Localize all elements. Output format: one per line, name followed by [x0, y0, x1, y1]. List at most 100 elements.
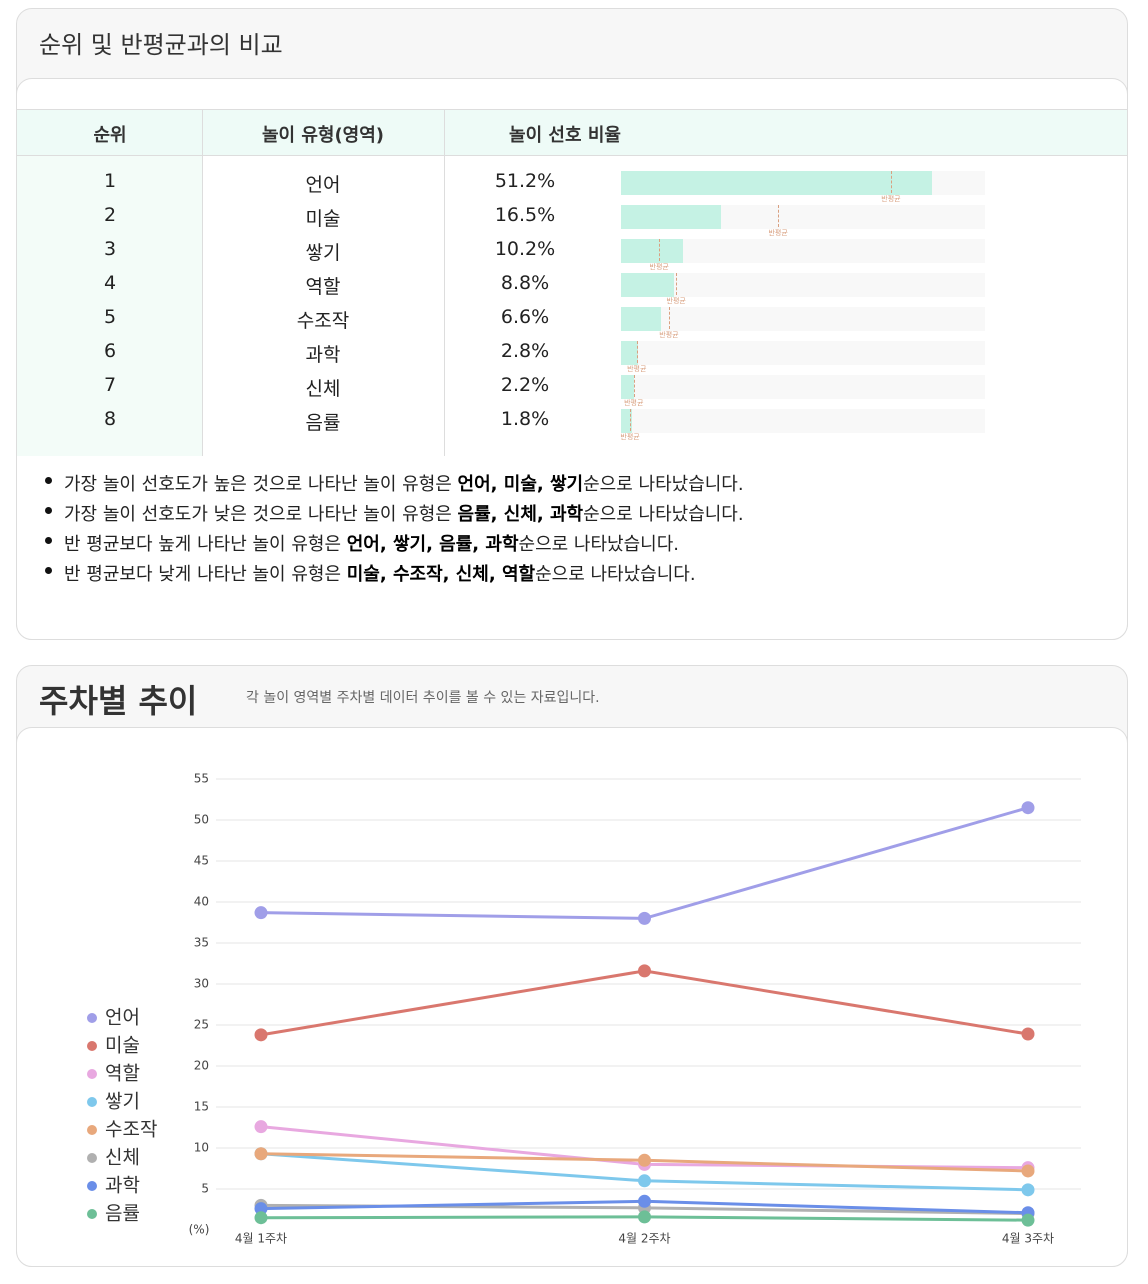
- bar: [621, 307, 662, 331]
- data-point: [254, 906, 268, 920]
- bar: [621, 239, 683, 263]
- rank: 1: [103, 170, 117, 192]
- rank: 5: [103, 306, 117, 328]
- note: 가장 놀이 선호도가 높은 것으로 나타난 놀이 유형은 언어, 미술, 쌓기순…: [64, 470, 744, 496]
- legend-marker: [87, 1153, 97, 1163]
- table-header: 놀이 선호 비율: [509, 125, 621, 146]
- rank: 8: [103, 408, 117, 430]
- note-text: 반 평균보다 높게 나타난 놀이 유형은: [64, 534, 347, 555]
- legend-label: 쌓기: [105, 1091, 140, 1113]
- legend-marker: [87, 1209, 97, 1219]
- data-point: [254, 1028, 268, 1042]
- average-marker: [668, 307, 670, 329]
- data-point: [1021, 1027, 1035, 1041]
- y-tick-label: 25: [194, 1018, 209, 1032]
- y-tick-label: 5: [201, 1182, 209, 1196]
- note-text: 순으로 나타났습니다.: [535, 564, 696, 585]
- y-tick-label: 45: [194, 854, 209, 868]
- average-label: 반평균: [666, 297, 686, 305]
- rank: 7: [103, 374, 117, 396]
- bullet: [45, 507, 52, 514]
- bar: [621, 205, 722, 229]
- rank: 6: [103, 340, 117, 362]
- data-point: [1021, 1183, 1035, 1197]
- ratio-label: 6.6%: [500, 306, 550, 328]
- legend-label: 언어: [105, 1007, 140, 1029]
- ratio-label: 8.8%: [500, 272, 550, 294]
- data-point: [1021, 1213, 1035, 1227]
- ratio-label: 2.2%: [500, 374, 550, 396]
- play-type: 신체: [305, 378, 341, 400]
- card-title: 주차별 추이: [39, 682, 198, 720]
- bar-track: [621, 409, 985, 433]
- x-tick-label: 4월 3주차: [1002, 1232, 1054, 1246]
- play-type: 음률: [305, 412, 341, 434]
- y-unit: (%): [189, 1223, 210, 1237]
- y-tick-label: 50: [194, 813, 209, 827]
- data-point: [638, 1194, 651, 1208]
- card-subtitle: 각 놀이 영역별 주차별 데이터 추이를 볼 수 있는 자료입니다.: [246, 690, 600, 706]
- average-marker: [676, 273, 678, 295]
- y-tick-label: 55: [194, 772, 209, 786]
- rank: 2: [103, 204, 117, 226]
- legend-marker: [87, 1125, 97, 1135]
- bullet: [45, 537, 52, 544]
- average-marker: [630, 409, 632, 431]
- data-point: [638, 1174, 651, 1188]
- y-tick-label: 10: [194, 1141, 209, 1155]
- table-header: 순위: [93, 125, 127, 146]
- note-emphasis: 언어, 쌓기, 음률, 과학: [346, 534, 519, 555]
- play-type: 언어: [305, 174, 341, 196]
- data-point: [638, 1210, 651, 1224]
- column-divider: [202, 109, 203, 456]
- data-point: [254, 1147, 268, 1161]
- x-tick-label: 4월 1주차: [235, 1232, 287, 1246]
- legend-label: 음률: [105, 1203, 140, 1225]
- ratio-label: 2.8%: [500, 340, 550, 362]
- legend-label: 수조작: [105, 1119, 157, 1141]
- bar: [621, 341, 638, 365]
- ratio-label: 16.5%: [494, 204, 556, 226]
- column-divider: [444, 109, 445, 456]
- average-label: 반평균: [649, 263, 669, 271]
- average-marker: [633, 375, 635, 397]
- play-type: 역할: [305, 276, 341, 298]
- legend-marker: [87, 1181, 97, 1191]
- legend-marker: [87, 1097, 97, 1107]
- y-tick-label: 20: [194, 1059, 209, 1073]
- average-label: 반평균: [620, 433, 640, 441]
- average-label: 반평균: [659, 331, 679, 339]
- legend-label: 역할: [105, 1063, 140, 1085]
- ratio-label: 51.2%: [494, 170, 556, 192]
- note-text: 순으로 나타났습니다.: [518, 534, 680, 555]
- bar-track: [621, 273, 985, 297]
- average-marker: [659, 239, 661, 261]
- bar: [621, 375, 635, 399]
- bar-track: [621, 307, 985, 331]
- ratio-label: 10.2%: [494, 238, 556, 260]
- legend-marker: [87, 1069, 97, 1079]
- data-point: [638, 1153, 651, 1167]
- y-tick-label: 15: [194, 1100, 209, 1114]
- bar-track: [621, 341, 985, 365]
- data-point: [638, 911, 651, 925]
- x-tick-label: 4월 2주차: [618, 1232, 670, 1246]
- table-header: 놀이 유형(영역): [261, 125, 385, 146]
- bullet: [45, 477, 52, 484]
- data-point: [254, 1211, 268, 1225]
- note-emphasis: 음률, 신체, 과학: [457, 504, 584, 525]
- ratio-label: 1.8%: [500, 408, 550, 430]
- bar: [621, 171, 932, 195]
- note-text: 순으로 나타났습니다.: [583, 504, 744, 525]
- play-type: 쌓기: [305, 242, 341, 264]
- rank-column-bg: [17, 154, 202, 456]
- trend-card: 주차별 추이 각 놀이 영역별 주차별 데이터 추이를 볼 수 있는 자료입니다…: [16, 665, 1128, 1267]
- trend-panel: 5 10 15 20 25 30 35 40 45 50 55 (%) 4월 1주차 4월 2주차 4월 3…: [16, 727, 1128, 1267]
- bar: [621, 273, 675, 297]
- average-label: 반평균: [627, 365, 647, 373]
- average-label: 반평균: [768, 229, 788, 237]
- play-type: 미술: [305, 208, 341, 230]
- average-marker: [890, 171, 892, 193]
- note: 가장 놀이 선호도가 낮은 것으로 나타난 놀이 유형은 음률, 신체, 과학순…: [64, 500, 744, 526]
